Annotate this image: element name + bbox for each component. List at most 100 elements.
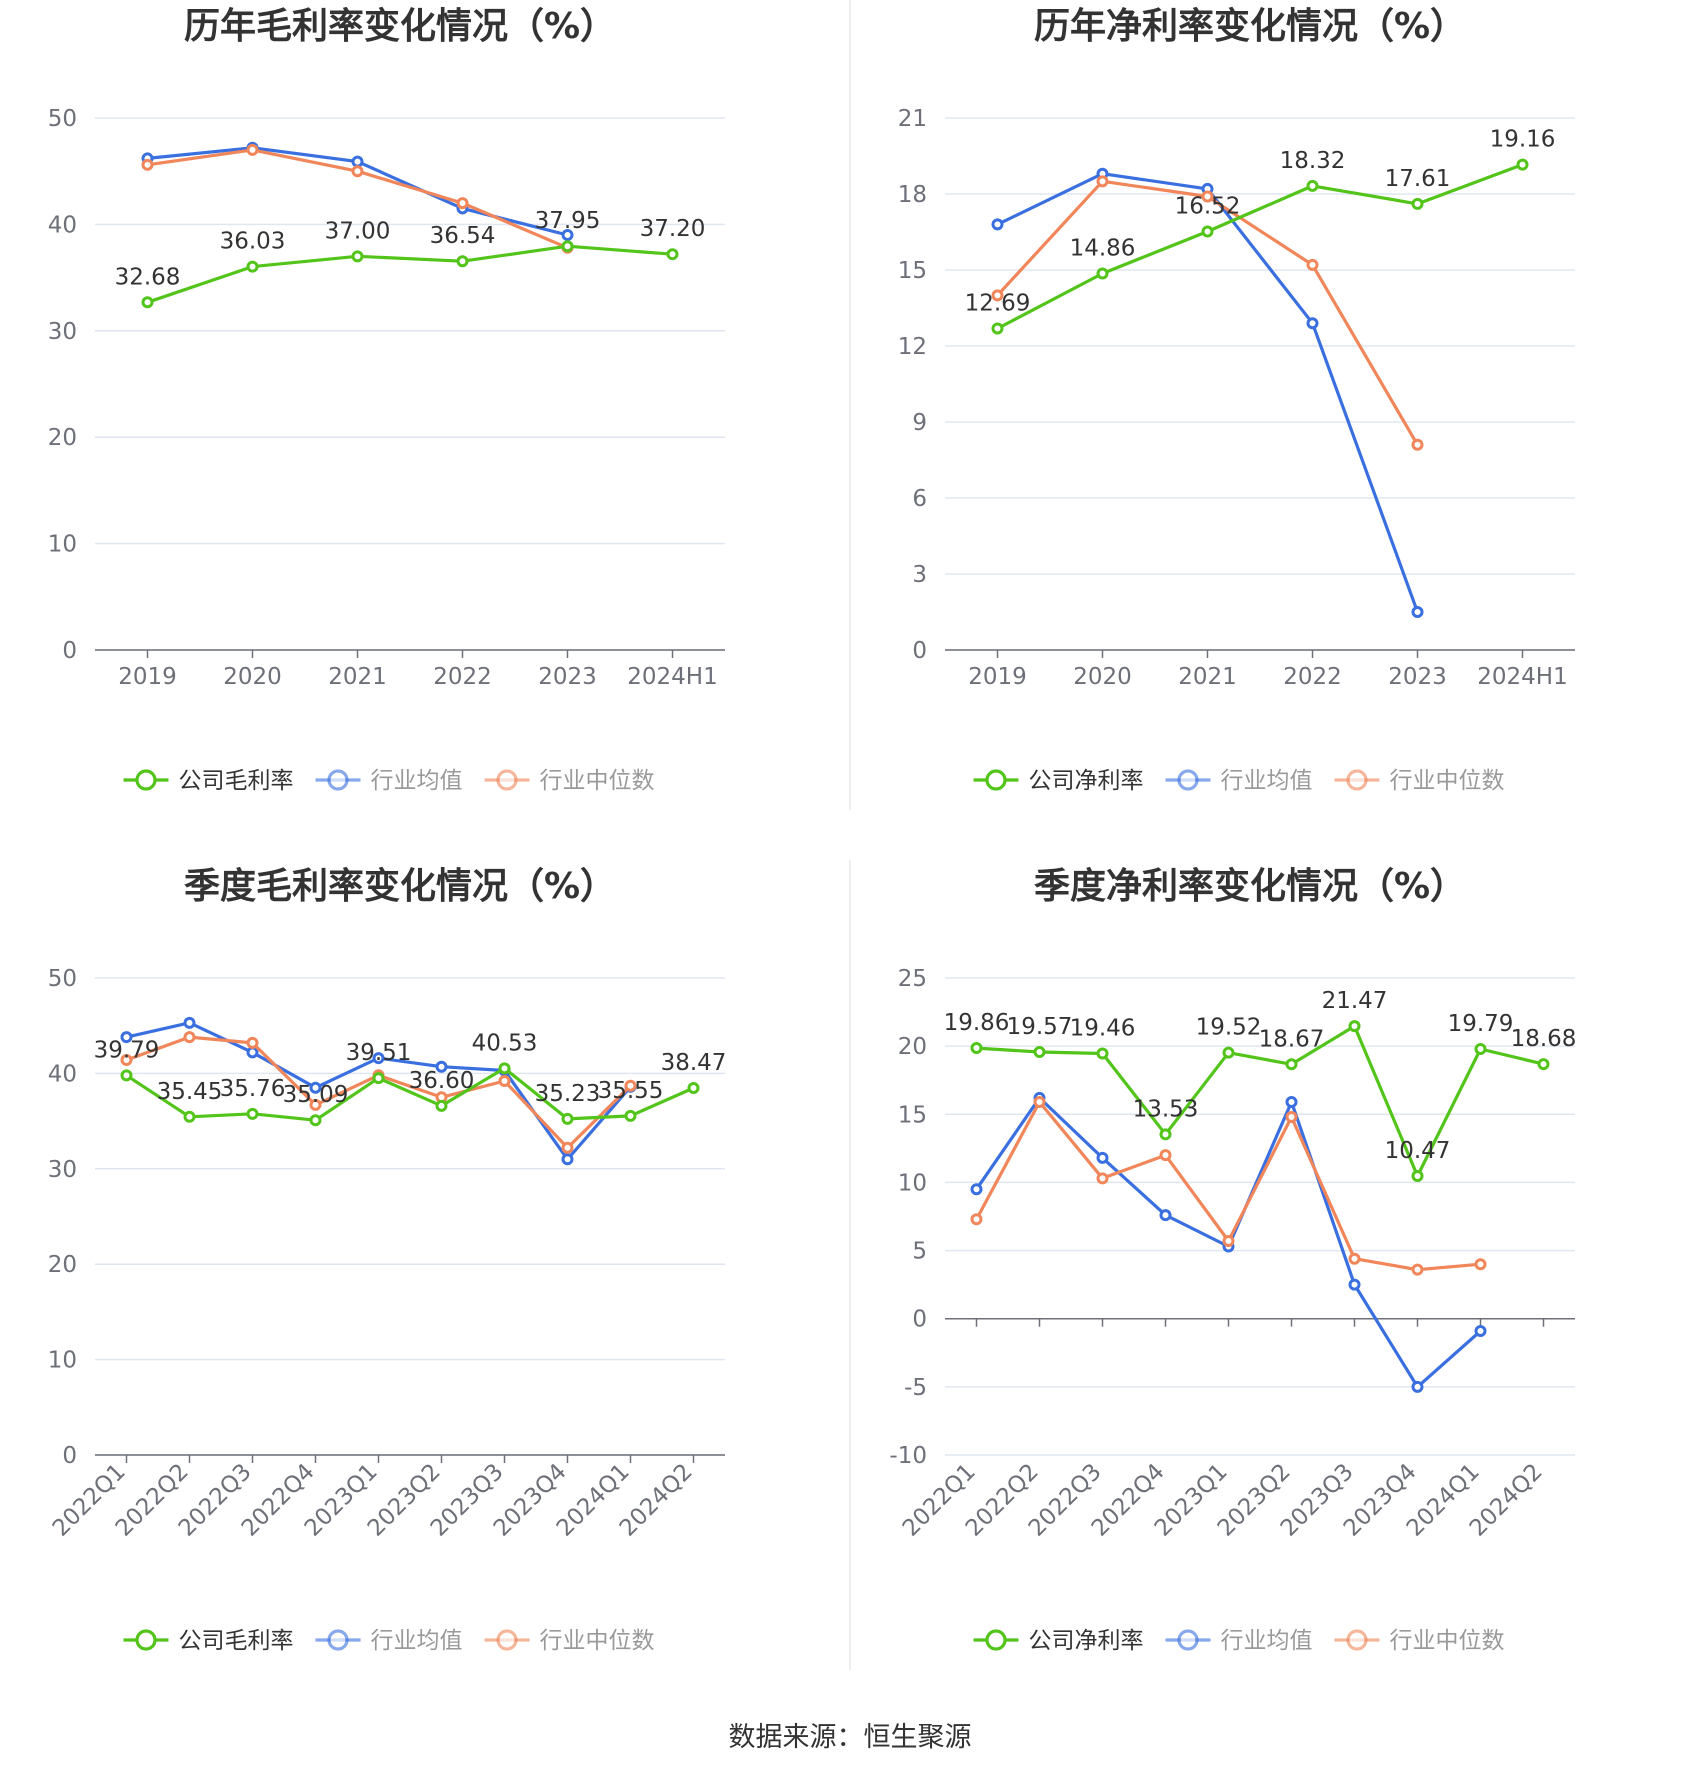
chart-title: 历年毛利率变化情况（%）	[184, 5, 616, 47]
data-point	[1285, 1096, 1298, 1109]
data-point	[1516, 158, 1529, 171]
data-label: 13.53	[1133, 1096, 1199, 1122]
data-point	[561, 240, 574, 253]
data-point	[1096, 175, 1109, 188]
panel-divider-top	[849, 0, 851, 810]
data-point	[246, 1107, 259, 1120]
panel-divider-bottom	[849, 860, 851, 1670]
legend-marker	[985, 769, 1007, 791]
data-point	[1285, 1111, 1298, 1124]
x-tick-label: 2022	[433, 664, 492, 690]
data-point	[1159, 1128, 1172, 1141]
y-tick-label: 10	[48, 532, 77, 558]
legend-marker	[1177, 1629, 1199, 1651]
data-point	[246, 143, 259, 156]
data-point	[498, 1075, 511, 1088]
data-point	[1348, 1278, 1361, 1291]
chart-annual-net-margin: 历年净利率变化情况（%） 0 3 6 9 12 15 18 21 2019 2020 2021 2022…	[850, 0, 1700, 860]
data-label: 19.46	[1070, 1016, 1136, 1042]
data-point	[991, 322, 1004, 335]
y-tick-label: 10	[898, 1170, 927, 1196]
data-point	[372, 1052, 385, 1065]
legend-marker	[135, 1629, 157, 1651]
data-label: 37.20	[640, 216, 706, 242]
data-label: 19.52	[1196, 1015, 1262, 1041]
y-tick-label: 12	[898, 334, 927, 360]
y-tick-label: 15	[898, 1102, 927, 1128]
data-label: 39.51	[346, 1040, 412, 1066]
data-label: 19.79	[1448, 1011, 1514, 1037]
data-point	[183, 1016, 196, 1029]
data-point	[1411, 606, 1424, 618]
legend-marker	[135, 769, 157, 791]
data-point	[1222, 1235, 1235, 1248]
data-point	[120, 1069, 133, 1082]
data-point	[435, 1060, 448, 1073]
y-tick-label: 0	[62, 1443, 77, 1469]
legend-label: 行业均值	[1221, 1628, 1313, 1654]
data-point	[435, 1099, 448, 1112]
chart-annual-gross-margin: 历年毛利率变化情况（%） 0 10 20 30 40 50 2019 2020 2021 2022 2…	[0, 0, 850, 860]
data-label: 37.95	[535, 208, 601, 234]
data-point	[1096, 267, 1109, 280]
data-label: 40.53	[472, 1030, 538, 1056]
chart-title: 历年净利率变化情况（%）	[1034, 5, 1466, 47]
data-label: 36.54	[430, 223, 496, 249]
x-tick-label: 2024H1	[627, 664, 717, 690]
data-point	[1306, 258, 1319, 271]
data-point	[183, 1110, 196, 1123]
series-line	[996, 179, 1419, 446]
data-point	[1096, 1172, 1109, 1185]
x-tick-label: 2023	[1388, 664, 1447, 690]
data-point	[1306, 179, 1319, 192]
data-point	[1348, 1020, 1361, 1033]
data-point	[1033, 1046, 1046, 1059]
data-point	[991, 218, 1004, 231]
legend-label: 公司净利率	[1029, 1628, 1144, 1654]
data-point	[561, 1141, 574, 1154]
data-label: 32.68	[115, 264, 181, 290]
data-point	[351, 250, 364, 263]
legend-marker	[327, 769, 349, 791]
chart-quarterly-net-margin: 季度净利率变化情况（%） -10 -5 0 5 10 15 20 25 2022Q1 2022Q2 2…	[850, 860, 1700, 1720]
y-tick-label: 20	[48, 1252, 77, 1278]
data-point	[141, 158, 154, 171]
x-tick-label: 2020	[1073, 664, 1132, 690]
data-point	[1201, 225, 1214, 238]
data-label: 17.61	[1385, 166, 1451, 192]
data-point	[1306, 317, 1319, 330]
data-point	[498, 1062, 511, 1075]
legend-label: 行业中位数	[540, 1628, 655, 1654]
data-label: 35.55	[598, 1078, 664, 1104]
y-tick-label: 20	[898, 1034, 927, 1060]
x-tick-label: 2019	[118, 664, 177, 690]
legend-label: 行业均值	[371, 1628, 463, 1654]
data-point	[1096, 1047, 1109, 1060]
chart-svg: 季度毛利率变化情况（%）010203040502022Q12022Q22022Q…	[48, 865, 727, 1654]
data-label: 35.23	[535, 1081, 601, 1107]
legend-label: 行业中位数	[1390, 1628, 1505, 1654]
y-tick-label: 21	[898, 106, 927, 132]
data-point	[561, 1153, 574, 1166]
data-point	[1201, 190, 1214, 203]
data-point	[970, 1183, 983, 1196]
chart-svg: 季度净利率变化情况（%）-10-505101520252022Q12022Q22…	[889, 865, 1577, 1654]
legend-marker	[327, 1629, 349, 1651]
data-point	[309, 1081, 322, 1094]
data-point	[246, 1046, 259, 1059]
legend-label: 行业均值	[1221, 768, 1313, 794]
data-label: 18.68	[1511, 1026, 1577, 1052]
data-point	[120, 1054, 133, 1067]
series-line	[125, 1066, 695, 1122]
data-point	[1348, 1252, 1361, 1265]
chart-svg: 历年毛利率变化情况（%） 0 10 20 30 40 50 2019 2020 2021 2022 2…	[48, 5, 725, 794]
x-tick-label: 2021	[1178, 664, 1237, 690]
legend-label: 行业均值	[371, 768, 463, 794]
data-label: 35.45	[157, 1079, 223, 1105]
data-point	[1474, 1043, 1487, 1056]
data-point	[991, 289, 1004, 302]
data-point	[1411, 1170, 1424, 1183]
data-point	[1474, 1258, 1487, 1271]
legend-label: 公司净利率	[1029, 768, 1144, 794]
data-point	[1159, 1209, 1172, 1222]
